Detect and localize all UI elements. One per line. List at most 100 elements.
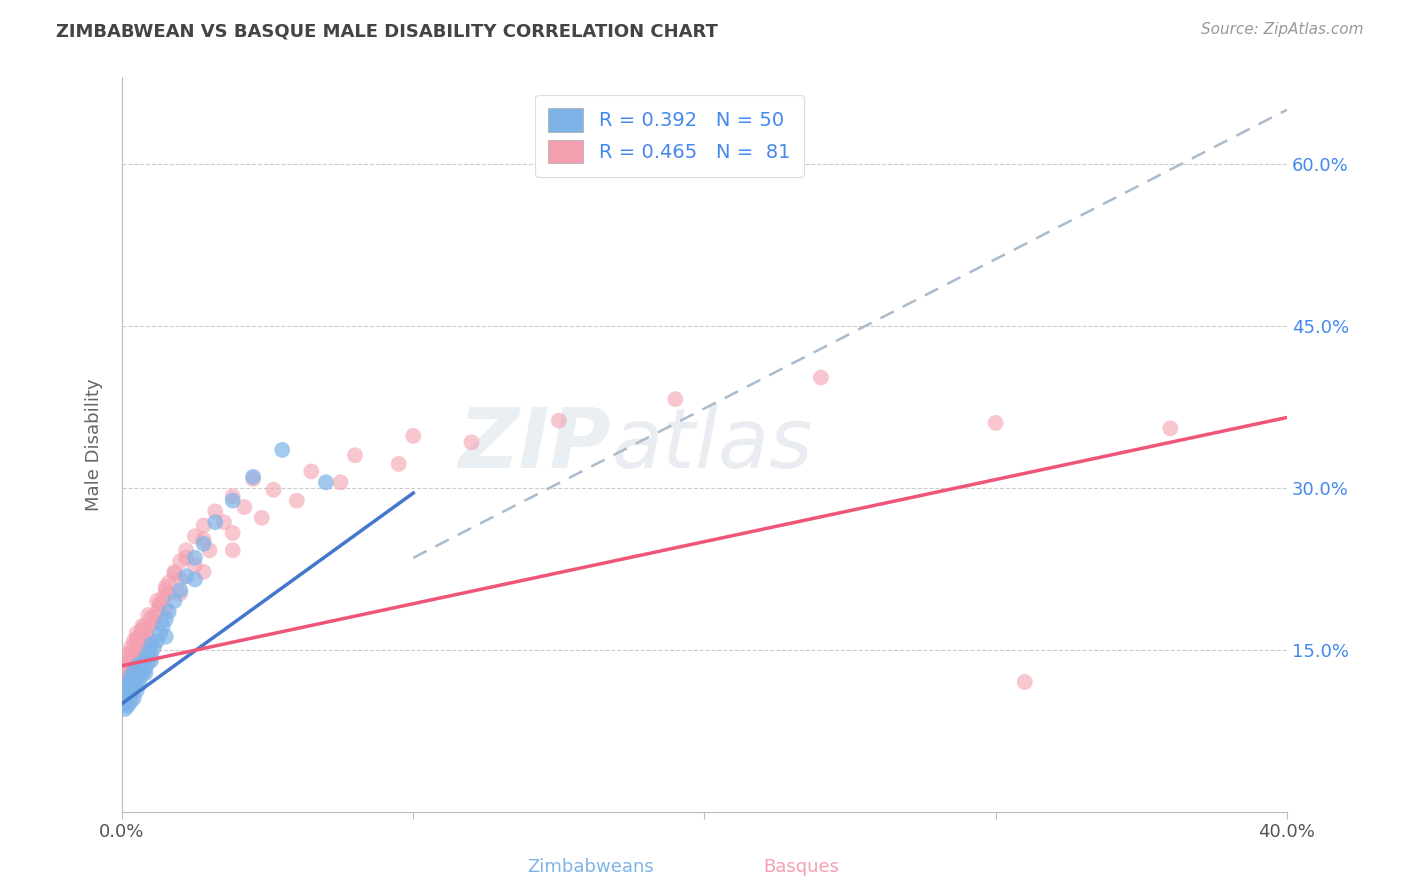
Point xyxy=(122,648,145,662)
Point xyxy=(163,567,186,582)
Point xyxy=(122,681,145,695)
Point xyxy=(810,370,832,384)
Point xyxy=(263,483,285,497)
Point xyxy=(117,675,139,690)
Point xyxy=(169,586,191,600)
Point xyxy=(134,666,156,681)
Point xyxy=(146,594,169,608)
Point xyxy=(141,653,163,667)
Point xyxy=(193,565,215,579)
Point xyxy=(136,656,159,670)
Point xyxy=(136,645,159,659)
Point xyxy=(134,626,156,640)
Point xyxy=(125,626,148,640)
Text: ZIMBABWEAN VS BASQUE MALE DISABILITY CORRELATION CHART: ZIMBABWEAN VS BASQUE MALE DISABILITY COR… xyxy=(56,22,718,40)
Point xyxy=(120,656,142,670)
Point xyxy=(120,694,142,708)
Point xyxy=(141,610,163,624)
Point xyxy=(114,702,136,716)
Point xyxy=(117,656,139,670)
Point xyxy=(242,472,264,486)
Point xyxy=(117,669,139,683)
Text: atlas: atlas xyxy=(612,404,813,485)
Point xyxy=(122,673,145,687)
Point xyxy=(664,392,686,406)
Point xyxy=(136,623,159,637)
Point xyxy=(174,550,197,565)
Point xyxy=(169,554,191,568)
Point xyxy=(233,500,256,514)
Point xyxy=(163,565,186,579)
Point xyxy=(193,537,215,551)
Point xyxy=(125,634,148,648)
Point xyxy=(117,681,139,695)
Point xyxy=(125,658,148,673)
Point xyxy=(125,632,148,646)
Point xyxy=(155,601,177,615)
Point xyxy=(120,651,142,665)
Point xyxy=(155,612,177,626)
Point xyxy=(299,465,322,479)
Point xyxy=(222,493,245,508)
Point xyxy=(242,470,264,484)
Point xyxy=(125,648,148,662)
Point xyxy=(329,475,352,490)
Point xyxy=(1159,421,1181,435)
Text: Source: ZipAtlas.com: Source: ZipAtlas.com xyxy=(1201,22,1364,37)
Point xyxy=(128,630,150,644)
Point xyxy=(120,640,142,655)
Point xyxy=(146,605,169,619)
Point xyxy=(250,511,273,525)
Point xyxy=(1014,675,1036,690)
Point xyxy=(128,662,150,676)
Point xyxy=(125,683,148,698)
Point xyxy=(128,637,150,651)
Point xyxy=(143,640,166,655)
Text: Zimbabweans: Zimbabweans xyxy=(527,858,654,876)
Point xyxy=(122,634,145,648)
Point xyxy=(152,619,174,633)
Point xyxy=(222,489,245,503)
Point xyxy=(174,569,197,583)
Point xyxy=(157,605,180,619)
Point xyxy=(143,610,166,624)
Point xyxy=(117,648,139,662)
Point xyxy=(547,414,569,428)
Point xyxy=(184,558,207,573)
Point xyxy=(141,648,163,662)
Point xyxy=(131,656,153,670)
Point xyxy=(117,698,139,713)
Point xyxy=(193,533,215,547)
Point xyxy=(125,666,148,681)
Point xyxy=(134,630,156,644)
Point xyxy=(120,645,142,659)
Point xyxy=(117,688,139,702)
Point xyxy=(131,623,153,637)
Point xyxy=(184,550,207,565)
Point xyxy=(114,675,136,690)
Point xyxy=(128,677,150,691)
Point xyxy=(222,526,245,541)
Point xyxy=(163,594,186,608)
Point xyxy=(388,457,411,471)
Point xyxy=(136,608,159,623)
Point xyxy=(134,619,156,633)
Point xyxy=(174,543,197,558)
Point xyxy=(155,630,177,644)
Point xyxy=(285,493,308,508)
Point xyxy=(131,634,153,648)
Point xyxy=(460,435,482,450)
Point xyxy=(125,675,148,690)
Point xyxy=(117,666,139,681)
Point xyxy=(114,697,136,711)
Point xyxy=(120,677,142,691)
Point xyxy=(204,515,226,529)
Text: ZIP: ZIP xyxy=(458,404,612,485)
Legend: R = 0.392   N = 50, R = 0.465   N =  81: R = 0.392 N = 50, R = 0.465 N = 81 xyxy=(534,95,804,177)
Point xyxy=(315,475,337,490)
Point xyxy=(204,504,226,518)
Point xyxy=(149,597,172,611)
Point xyxy=(222,543,245,558)
Point xyxy=(141,615,163,630)
Point xyxy=(402,429,425,443)
